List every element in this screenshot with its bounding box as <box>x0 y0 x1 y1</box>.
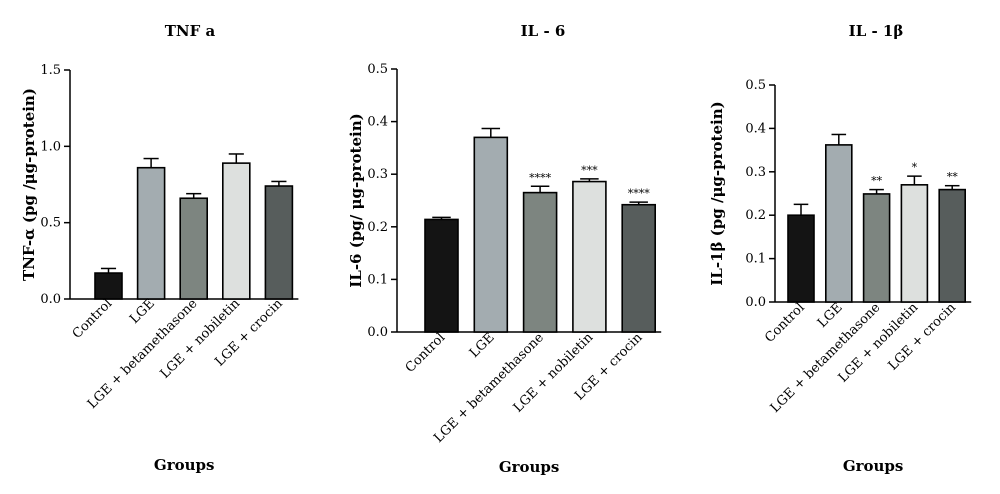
x-tick-label: Control <box>70 296 116 342</box>
bar <box>900 184 929 303</box>
significance-label: **** <box>529 171 552 184</box>
y-tick-label: 0.4 <box>367 115 388 130</box>
bar <box>787 214 815 303</box>
x-axis-label: Groups <box>499 458 560 476</box>
x-tick-label: LGE + crocin <box>886 300 960 374</box>
bar <box>222 162 251 300</box>
y-tick-label: 0.4 <box>745 121 766 136</box>
y-tick-label: 0.2 <box>745 208 766 223</box>
x-tick-label: LGE + nobiletin <box>158 296 244 382</box>
bar <box>264 185 294 300</box>
x-tick-label: LGE <box>815 300 846 331</box>
y-tick-label: 1.0 <box>40 139 61 154</box>
y-tick-label: 0.0 <box>40 292 61 307</box>
significance-label: *** <box>581 164 598 177</box>
chart-panel-2: IL - 6 0.0 0.1 0.2 0.3 0.4 0.5 IL-6 (pg/ μg-pro… <box>347 22 662 476</box>
bar <box>824 144 853 303</box>
y-tick-label: 0.0 <box>367 325 388 340</box>
y-tick-label: 1.5 <box>40 63 61 78</box>
chart-title: TNF a <box>165 22 216 40</box>
bar <box>572 180 607 333</box>
bar <box>94 272 123 300</box>
bar <box>938 188 967 303</box>
x-axis-label: Groups <box>843 457 904 475</box>
y-tick-label: 0.1 <box>367 272 388 287</box>
chart-panel-3: IL - 1β 0.0 0.1 0.2 0.3 0.4 0.5 IL-1β (pg /μg-p… <box>708 22 972 475</box>
significance-label: ** <box>871 175 883 188</box>
bar <box>179 197 208 300</box>
y-tick-label: 0.0 <box>745 295 766 310</box>
y-tick-label: 0.5 <box>40 216 61 231</box>
bar <box>522 191 558 333</box>
bar <box>136 166 166 300</box>
bar <box>621 203 657 333</box>
y-axis-label: TNF-α (pg /μg-protein) <box>20 88 38 281</box>
x-tick-label: LGE <box>127 296 158 327</box>
x-tick-label: LGE <box>467 330 498 361</box>
chart-title: IL - 6 <box>521 22 566 40</box>
y-axis-label: IL-1β (pg /μg-protein) <box>708 101 726 285</box>
y-tick-label: 0.5 <box>367 62 388 77</box>
chart-title: IL - 1β <box>849 22 904 40</box>
y-tick-label: 0.5 <box>745 78 766 93</box>
x-tick-label: Control <box>762 300 808 346</box>
x-tick-label: Control <box>403 330 449 376</box>
bar <box>862 193 891 303</box>
y-tick-label: 0.3 <box>745 165 766 180</box>
x-axis-label: Groups <box>154 456 215 474</box>
significance-label: * <box>912 161 918 174</box>
y-tick-label: 0.3 <box>367 167 388 182</box>
y-axis-label: IL-6 (pg/ μg-protein) <box>347 113 365 288</box>
bar <box>424 218 459 333</box>
significance-label: **** <box>628 187 651 200</box>
significance-label: ** <box>947 171 959 184</box>
y-tick-label: 0.2 <box>367 220 388 235</box>
bar <box>473 136 509 333</box>
y-tick-label: 0.1 <box>745 252 766 267</box>
